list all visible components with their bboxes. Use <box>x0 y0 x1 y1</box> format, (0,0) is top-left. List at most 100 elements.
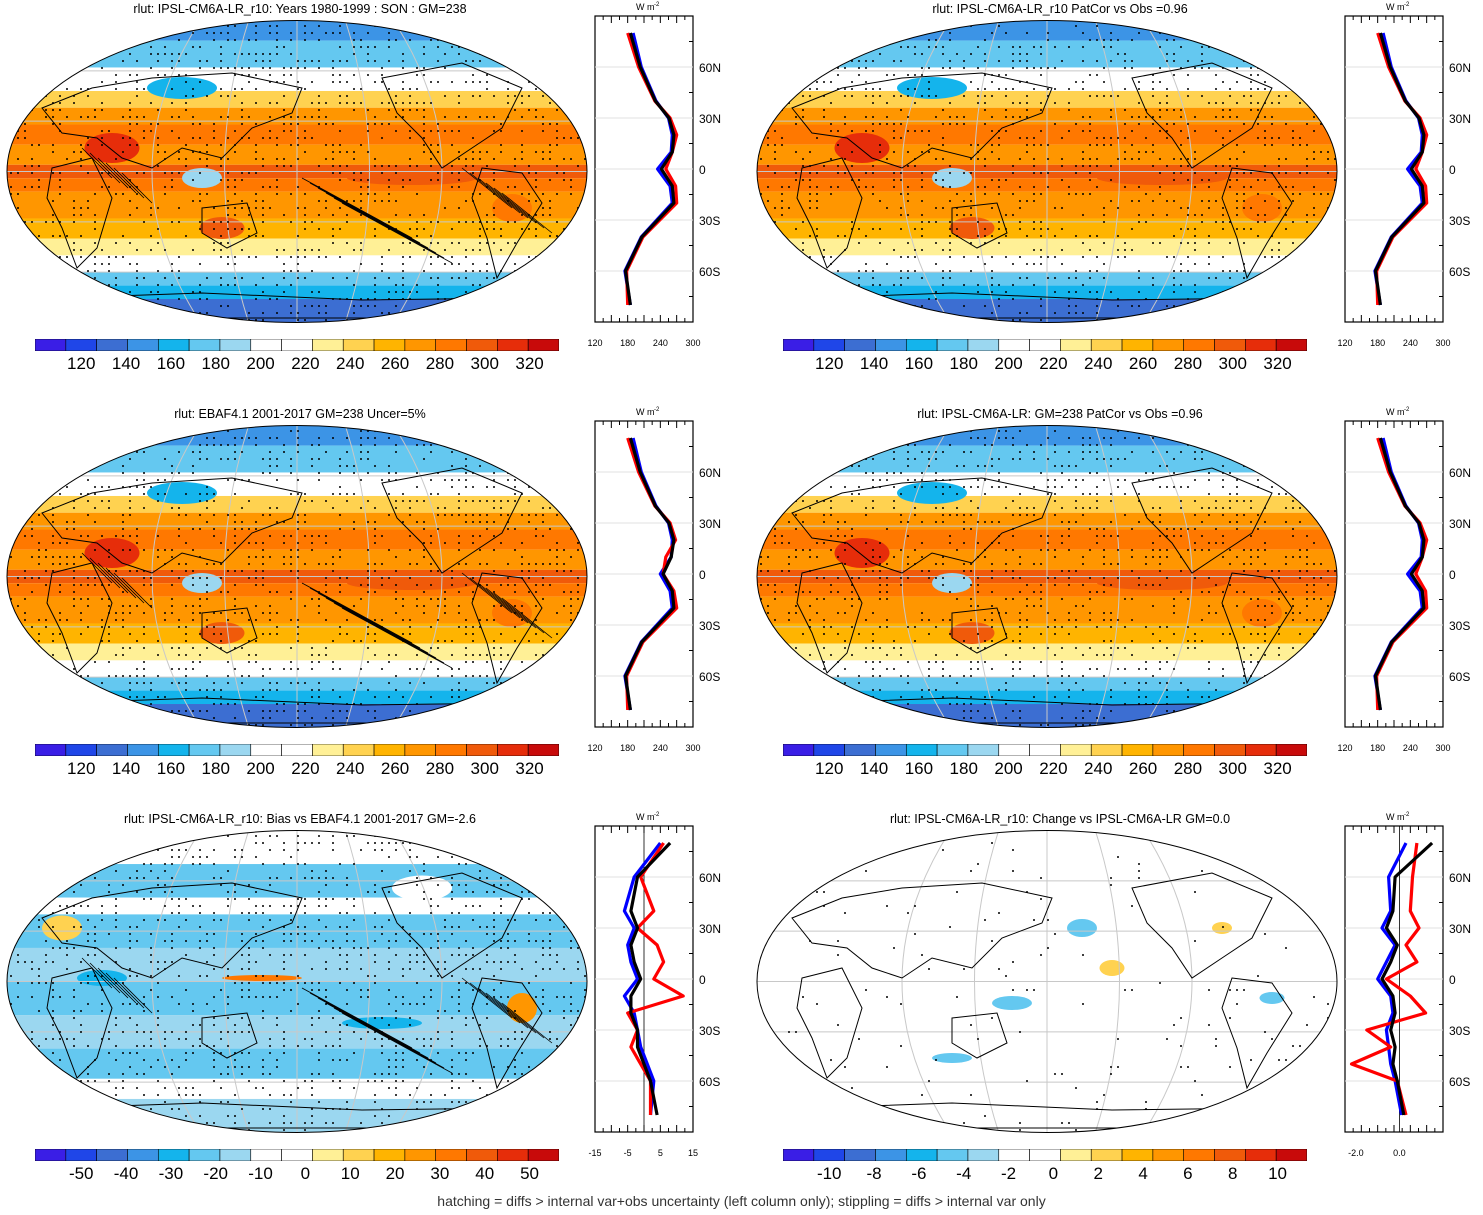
stipple-dot <box>1145 514 1147 516</box>
stipple-dot <box>164 724 166 726</box>
stipple-dot <box>914 53 916 55</box>
stipple-dot <box>87 88 89 90</box>
stipple-dot <box>136 144 138 146</box>
stipple-dot <box>788 95 790 97</box>
stipple-dot <box>80 298 82 300</box>
stipple-dot <box>858 451 860 453</box>
stipple-dot <box>101 710 103 712</box>
stipple-dot <box>1222 486 1224 488</box>
stipple-dot <box>1019 256 1021 258</box>
stipple-dot <box>1166 95 1168 97</box>
stipple-dot <box>1180 172 1182 174</box>
stipple-dot <box>31 472 33 474</box>
stipple-dot <box>865 514 867 516</box>
stipple-dot <box>823 249 825 251</box>
stipple-dot <box>970 619 972 621</box>
stipple-dot <box>998 137 1000 139</box>
stipple-dot <box>129 549 131 551</box>
stipple-dot <box>1208 277 1210 279</box>
stipple-dot <box>136 95 138 97</box>
stipple-dot <box>164 158 166 160</box>
stipple-dot <box>928 298 930 300</box>
stipple-dot <box>388 696 390 698</box>
stipple-dot <box>381 81 383 83</box>
stipple-dot <box>73 291 75 293</box>
stipple-dot <box>31 528 33 530</box>
stipple-dot <box>269 605 271 607</box>
stipple-dot <box>136 123 138 125</box>
stipple-dot <box>1243 291 1245 293</box>
stipple-dot <box>143 451 145 453</box>
stipple-dot <box>59 95 61 97</box>
stipple-dot <box>150 584 152 586</box>
stipple-dot <box>318 696 320 698</box>
stipple-dot <box>781 535 783 537</box>
stipple-dot <box>556 703 558 705</box>
stipple-dot <box>143 507 145 509</box>
stipple-dot <box>318 703 320 705</box>
stipple-dot <box>521 151 523 153</box>
stipple-dot <box>227 242 229 244</box>
stipple-dot <box>991 563 993 565</box>
stipple-dot <box>101 500 103 502</box>
meridian-line <box>344 425 370 728</box>
stipple-dot <box>430 598 432 600</box>
stipple-dot <box>872 88 874 90</box>
stipple-dot <box>1089 437 1091 439</box>
stipple-dot <box>248 437 250 439</box>
stipple-dot <box>129 570 131 572</box>
stipple-dot <box>1278 25 1280 27</box>
stipple-dot <box>458 130 460 132</box>
stipple-dot <box>465 270 467 272</box>
stipple-dot <box>1068 130 1070 132</box>
stipple-dot <box>1005 256 1007 258</box>
stipple-dot <box>199 263 201 265</box>
stipple-dot <box>192 291 194 293</box>
stipple-dot <box>248 640 250 642</box>
stipple-dot <box>928 67 930 69</box>
stipple-dot <box>830 514 832 516</box>
stipple-dot <box>556 612 558 614</box>
continent-outline <box>201 607 258 654</box>
stipple-dot <box>94 277 96 279</box>
stipple-dot <box>837 130 839 132</box>
stipple-dot <box>844 53 846 55</box>
stipple-dot <box>192 151 194 153</box>
stipple-dot <box>1299 570 1301 572</box>
stipple-dot <box>1110 563 1112 565</box>
stipple-dot <box>1264 284 1266 286</box>
stipple-dot <box>563 74 565 76</box>
stipple-dot <box>129 675 131 677</box>
stipple-dot <box>444 507 446 509</box>
stipple-dot <box>486 214 488 216</box>
stipple-dot <box>325 32 327 34</box>
panel-3-map <box>6 425 588 728</box>
stipple-dot <box>984 165 986 167</box>
stipple-dot <box>570 598 572 600</box>
stipple-dot <box>465 689 467 691</box>
stipple-dot <box>367 521 369 523</box>
stipple-dot <box>823 25 825 27</box>
stipple-dot <box>963 116 965 118</box>
stipple-dot <box>80 25 82 27</box>
stipple-dot <box>907 256 909 258</box>
stipple-dot <box>1180 507 1182 509</box>
stipple-dot <box>1075 486 1077 488</box>
stipple-dot <box>977 507 979 509</box>
stipple-dot <box>542 263 544 265</box>
stipple-dot <box>150 682 152 684</box>
stipple-dot <box>136 305 138 307</box>
stipple-dot <box>1236 25 1238 27</box>
stipple-dot <box>500 661 502 663</box>
stipple-dot <box>171 67 173 69</box>
stipple-dot <box>844 430 846 432</box>
stipple-dot <box>304 130 306 132</box>
stipple-dot <box>192 577 194 579</box>
stipple-dot <box>1012 577 1014 579</box>
stipple-dot <box>234 277 236 279</box>
stipple-dot <box>935 486 937 488</box>
stipple-dot <box>795 528 797 530</box>
stipple-dot <box>514 39 516 41</box>
stipple-dot <box>381 619 383 621</box>
stipple-dot <box>73 95 75 97</box>
